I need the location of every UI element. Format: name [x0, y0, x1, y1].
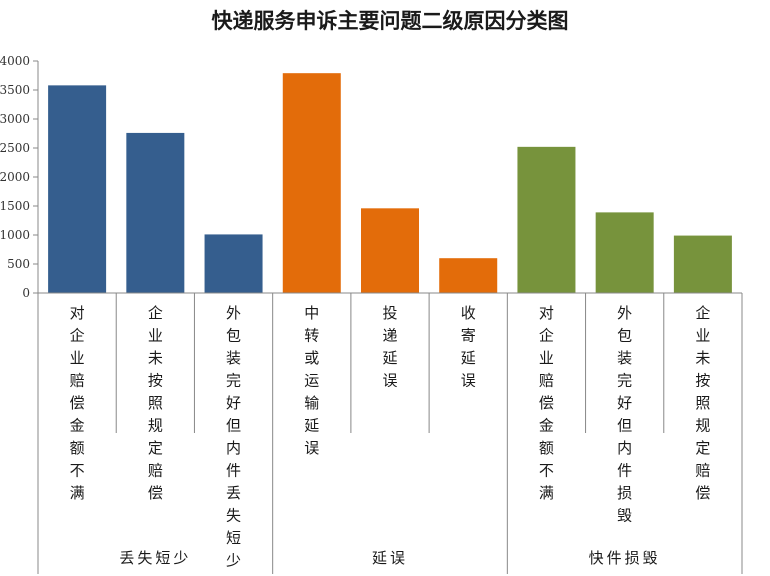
y-tick-label: 3500: [0, 83, 30, 97]
x-category-label: 企业未按照规定赔偿: [148, 304, 163, 502]
x-group-label: 丢失短少: [119, 549, 191, 567]
x-axis: 对企业赔偿金额不满 企业未按照规定赔偿 外包装完好但内件丢失短少 中转或运输延误 投递延…: [37, 292, 743, 574]
x-group-label: 快件损毁: [589, 549, 661, 567]
bar: [361, 208, 419, 293]
y-tick-label: 1000: [0, 228, 30, 242]
y-tick-label: 4000: [0, 54, 30, 68]
y-tick-label: 2000: [0, 170, 30, 184]
y-tick-label: 1500: [0, 199, 30, 213]
x-category-label: 外包装完好但内件丢失短少: [226, 304, 241, 570]
bar: [282, 73, 341, 294]
x-category-label: 中转或运输延误: [304, 304, 319, 457]
bar: [673, 235, 732, 293]
bar: [48, 85, 107, 293]
y-tick-label: 0: [22, 286, 30, 300]
x-category-label: 对企业赔偿金额不满: [539, 304, 554, 502]
bar: [517, 146, 576, 293]
x-category-label: 外包装完好但内件损毁: [617, 304, 632, 525]
x-category-label: 投递延误: [382, 304, 397, 390]
bars: [48, 73, 732, 294]
x-category-label: 收寄延误: [461, 304, 476, 390]
x-group-label: 延误: [372, 549, 408, 567]
x-category-label: 企业未按照规定赔偿: [695, 304, 710, 502]
x-category-label: 对企业赔偿金额不满: [70, 304, 85, 502]
y-tick-label: 2500: [0, 141, 30, 155]
bar: [439, 258, 498, 293]
chart-title: 快递服务申诉主要问题二级原因分类图: [212, 8, 569, 33]
y-tick-label: 500: [7, 257, 30, 271]
y-tick-label: 3000: [0, 112, 30, 126]
bar: [126, 132, 185, 293]
bar: [595, 212, 654, 293]
bar: [204, 234, 263, 293]
y-axis: 0 500 1000 1500 2000 2500 3000 3500 4000: [0, 54, 39, 300]
